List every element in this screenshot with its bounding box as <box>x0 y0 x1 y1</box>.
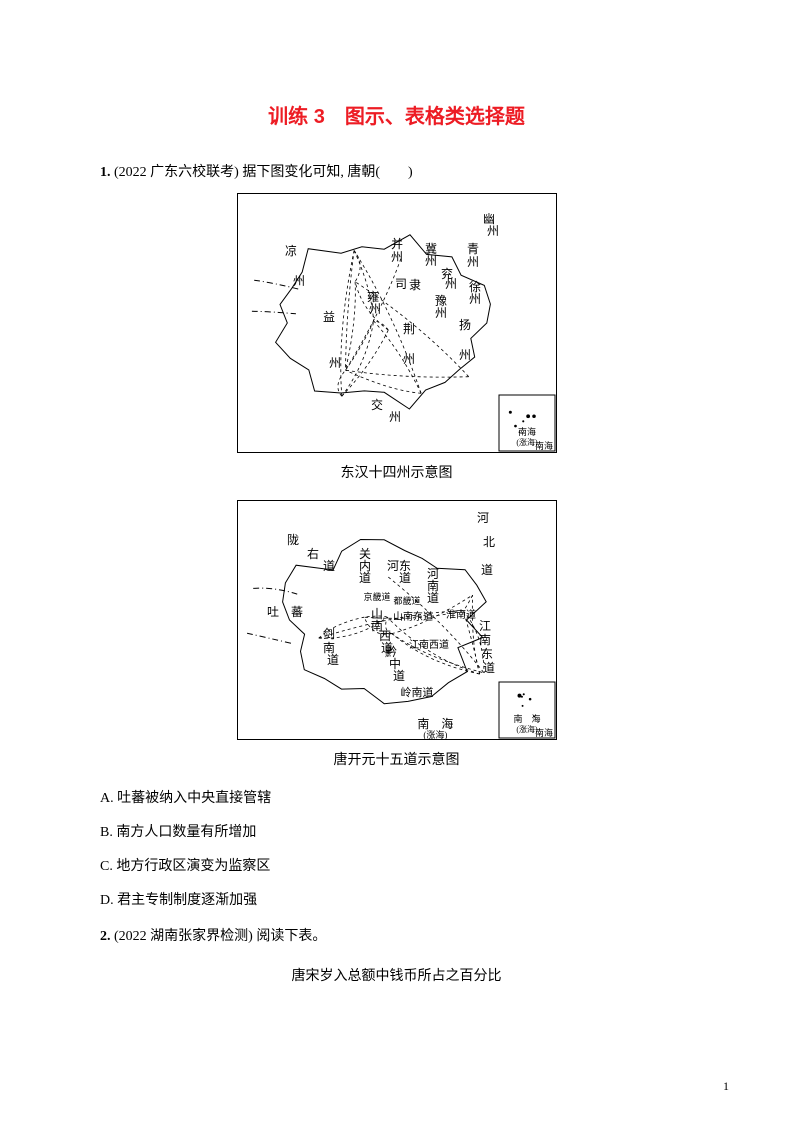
svg-text:州: 州 <box>388 410 400 424</box>
q2-stem: 阅读下表。 <box>256 929 326 944</box>
svg-text:南海: 南海 <box>534 440 552 451</box>
svg-text:南 海: 南 海 <box>417 716 453 731</box>
figure-2-caption: 唐开元十五道示意图 <box>100 749 693 769</box>
page-number: 1 <box>723 1079 729 1094</box>
svg-text:道: 道 <box>358 571 370 585</box>
svg-text:州: 州 <box>390 250 402 264</box>
q1-source: (2022 广东六校联考) <box>114 165 239 180</box>
q1-options: A. 吐蕃被纳入中央直接管辖 B. 南方人口数量有所增加 C. 地方行政区演变为… <box>100 787 693 909</box>
svg-text:南海: 南海 <box>534 727 552 738</box>
svg-text:荆: 荆 <box>402 322 414 336</box>
svg-text:凉: 凉 <box>284 243 296 258</box>
svg-text:山南东道: 山南东道 <box>393 610 433 623</box>
svg-text:都畿道: 都畿道 <box>393 595 420 606</box>
q1-line: 1. (2022 广东六校联考) 据下图变化可知, 唐朝( ) <box>100 159 693 187</box>
svg-text:道: 道 <box>392 669 404 683</box>
svg-text:道: 道 <box>326 653 338 667</box>
svg-text:剑: 剑 <box>322 626 334 641</box>
svg-text:吐 蕃: 吐 蕃 <box>266 605 302 619</box>
svg-text:州: 州 <box>434 306 446 320</box>
q1-option-c: C. 地方行政区演变为监察区 <box>100 855 693 875</box>
svg-text:州: 州 <box>468 292 480 306</box>
svg-text:岭南道: 岭南道 <box>400 685 433 699</box>
svg-text:南: 南 <box>478 632 490 647</box>
svg-text:州: 州 <box>292 274 304 288</box>
map-tang: 南 海(涨海)南海河北陇右道关内道河东道河南道京畿道都畿道道吐 蕃山南东道山南西… <box>237 500 557 740</box>
q1-stem: 据下图变化可知, 唐朝( ) <box>242 165 412 180</box>
svg-text:南 海: 南 海 <box>513 713 540 724</box>
svg-text:江: 江 <box>478 619 490 633</box>
svg-text:隶: 隶 <box>408 278 420 292</box>
svg-text:道: 道 <box>398 571 410 585</box>
svg-text:道: 道 <box>322 559 334 573</box>
map-han: 南海(涨海)南海幽州凉并州冀州青州兖州徐州州司隶雍州豫州益荆扬州州州交州 <box>237 193 557 453</box>
svg-text:州: 州 <box>458 348 470 362</box>
svg-text:右: 右 <box>306 546 318 561</box>
q1-option-d: D. 君主专制制度逐渐加强 <box>100 889 693 909</box>
svg-text:并: 并 <box>390 237 402 251</box>
svg-text:京畿道: 京畿道 <box>363 591 390 602</box>
svg-text:交: 交 <box>370 397 382 412</box>
page-title: 训练 3 图示、表格类选择题 <box>100 100 693 129</box>
svg-text:南海: 南海 <box>517 426 535 437</box>
q2-number: 2. <box>100 929 111 944</box>
svg-text:州: 州 <box>424 254 436 268</box>
q1-option-b: B. 南方人口数量有所增加 <box>100 821 693 841</box>
svg-text:州: 州 <box>328 356 340 370</box>
svg-text:东: 东 <box>480 647 492 661</box>
svg-text:道: 道 <box>426 591 438 605</box>
svg-text:陇: 陇 <box>286 532 298 547</box>
svg-text:州: 州 <box>444 277 456 291</box>
figure-1-wrap: 南海(涨海)南海幽州凉并州冀州青州兖州徐州州司隶雍州豫州益荆扬州州州交州 <box>100 193 693 458</box>
svg-text:州: 州 <box>402 352 414 366</box>
svg-text:州: 州 <box>486 224 498 238</box>
q1-number: 1. <box>100 165 111 180</box>
figure-1: 南海(涨海)南海幽州凉并州冀州青州兖州徐州州司隶雍州豫州益荆扬州州州交州 <box>237 193 557 453</box>
svg-text:州: 州 <box>368 302 380 316</box>
svg-text:青: 青 <box>466 242 478 256</box>
q2-table-caption: 唐宋岁入总额中钱币所占之百分比 <box>100 965 693 985</box>
svg-text:州: 州 <box>466 255 478 269</box>
figure-1-caption: 东汉十四州示意图 <box>100 462 693 482</box>
q2-line: 2. (2022 湖南张家界检测) 阅读下表。 <box>100 923 693 951</box>
svg-text:扬: 扬 <box>458 317 470 332</box>
svg-text:道: 道 <box>482 661 494 675</box>
svg-text:司: 司 <box>394 277 406 291</box>
figure-2-wrap: 南 海(涨海)南海河北陇右道关内道河东道河南道京畿道都畿道道吐 蕃山南东道山南西… <box>100 500 693 745</box>
svg-text:益: 益 <box>322 310 334 324</box>
svg-text:道: 道 <box>480 563 492 577</box>
svg-text:(涨海): (涨海) <box>423 729 447 740</box>
svg-text:河: 河 <box>476 511 488 525</box>
q1-option-a: A. 吐蕃被纳入中央直接管辖 <box>100 787 693 807</box>
figure-2: 南 海(涨海)南海河北陇右道关内道河东道河南道京畿道都畿道道吐 蕃山南东道山南西… <box>237 500 557 740</box>
q2-source: (2022 湖南张家界检测) <box>114 929 253 944</box>
svg-text:北: 北 <box>482 535 494 549</box>
svg-text:淮南道: 淮南道 <box>446 608 476 621</box>
svg-text:江南西道: 江南西道 <box>409 638 449 651</box>
